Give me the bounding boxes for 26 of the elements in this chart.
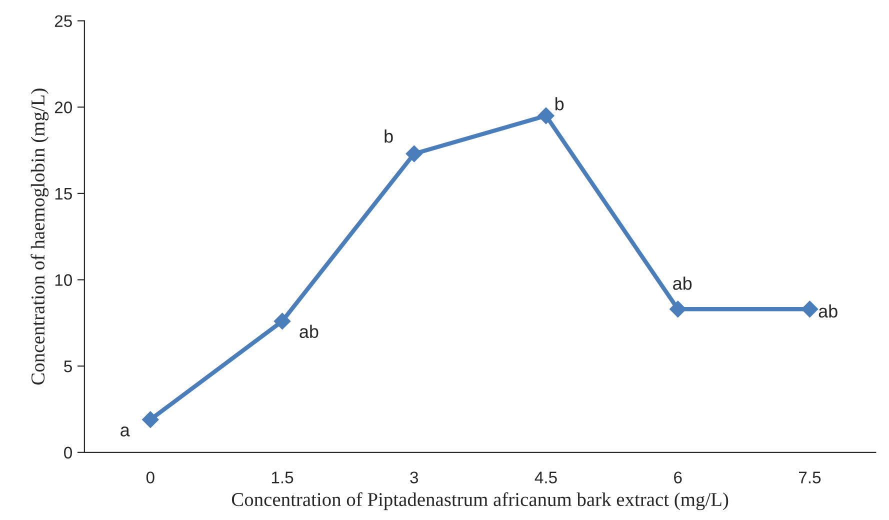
x-tick-label: 6 [674,472,682,484]
x-tick-label: 0 [146,472,154,484]
y-tick-label: 0 [64,446,72,459]
point [274,312,291,330]
x-tick-label: 1.5 [272,472,294,484]
point [538,107,554,124]
y-tick-label: 20 [54,102,72,114]
annotation: ab [300,324,318,338]
point [801,300,818,318]
x-axis-title: Concentration of Piptadenastrum africanum bark extract (mg/L) [232,492,728,510]
annotation: b [384,130,393,143]
y-tick-label: 5 [64,360,72,372]
annotation: a [120,426,130,436]
x-tick-label: 7.5 [799,472,821,484]
x-tick-label: 3 [410,472,418,484]
y-tick-label: 25 [54,15,72,28]
point [669,300,686,318]
y-axis-title: Concentration of haemoglobin (mg/L) [30,88,49,385]
annotation: b [555,97,564,110]
x-tick-label: 4.5 [534,472,557,484]
point [142,411,159,428]
y-tick-label: 10 [55,274,72,286]
y-tick-label: 15 [55,188,72,200]
annotation: ab [673,276,692,290]
annotation: ab [818,304,838,318]
point [406,145,423,162]
